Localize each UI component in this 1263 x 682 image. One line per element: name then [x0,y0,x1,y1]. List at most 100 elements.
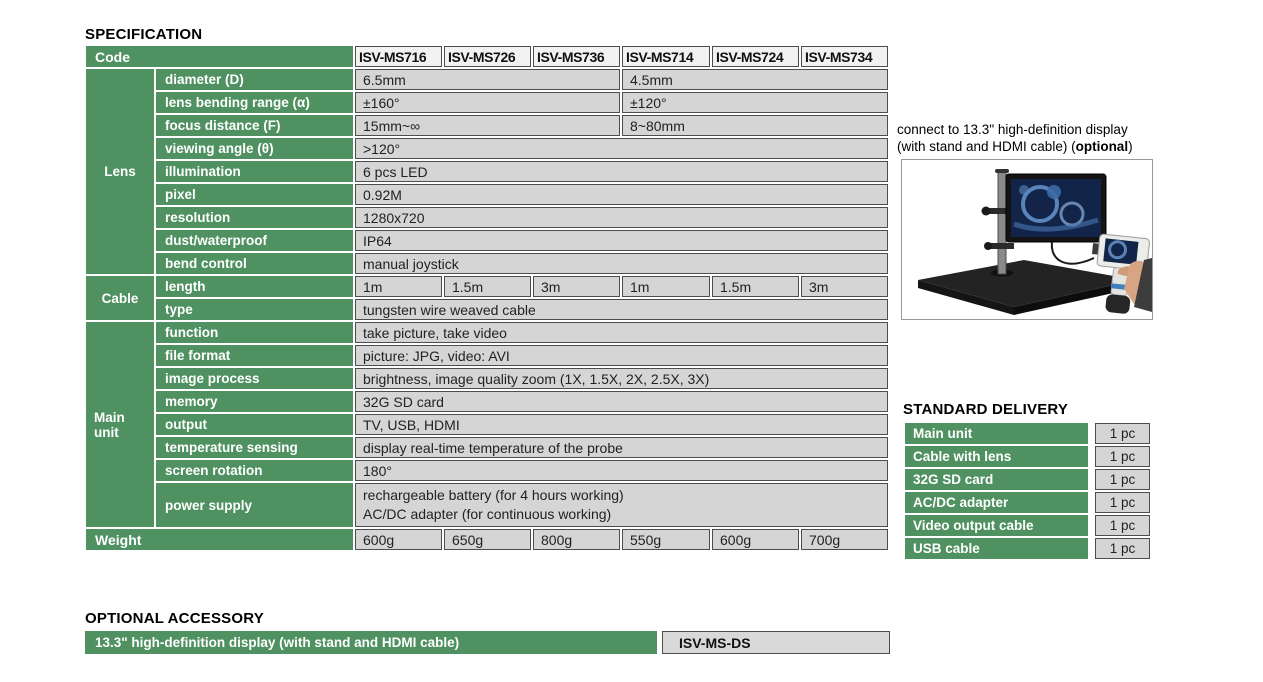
cell-value: 3m [533,276,620,297]
delivery-item-name: USB cable [905,538,1088,559]
spec-row-focus-distance: focus distance (F) 15mm~∞ 8~80mm [86,115,888,136]
cell-value: tungsten wire weaved cable [355,299,888,320]
spec-row-memory: memory 32G SD card [86,391,888,412]
model-code: ISV-MS726 [444,46,531,67]
display-note: connect to 13.3" high-definition display… [897,121,1197,155]
cell-value: 1.5m [444,276,531,297]
cell-value: 1.5m [712,276,799,297]
delivery-row: AC/DC adapter 1 pc [905,492,1150,513]
spec-row-temperature-sensing: temperature sensing display real-time te… [86,437,888,458]
display-note-line1: connect to 13.3" high-definition display [897,122,1128,137]
spec-row-screen-rotation: screen rotation 180° [86,460,888,481]
model-code: ISV-MS714 [622,46,710,67]
optional-accessory-code: ISV-MS-DS [662,631,890,654]
delivery-item-name: Video output cable [905,515,1088,536]
cell-value: 650g [444,529,531,550]
delivery-row: USB cable 1 pc [905,538,1150,559]
delivery-item-qty: 1 pc [1095,492,1150,513]
spec-row-resolution: resolution 1280x720 [86,207,888,228]
delivery-row: Main unit 1 pc [905,423,1150,444]
category-cable: Cable [86,276,154,320]
category-main-unit: Main unit [86,322,154,527]
specification-heading: SPECIFICATION [85,26,203,43]
cell-value: 32G SD card [355,391,888,412]
row-label: image process [156,368,353,389]
display-monitor [1005,173,1107,243]
cell-value: 6 pcs LED [355,161,888,182]
spec-row-bend-control: bend control manual joystick [86,253,888,274]
spec-row-cable-type: type tungsten wire weaved cable [86,299,888,320]
optional-accessory-row: 13.3" high-definition display (with stan… [85,631,890,654]
spec-row-image-process: image process brightness, image quality … [86,368,888,389]
sleeve [1134,258,1152,312]
cell-value: 800g [533,529,620,550]
spec-row-function: Main unit function take picture, take vi… [86,322,888,527]
delivery-item-qty: 1 pc [1095,446,1150,467]
code-row: Code ISV-MS716 ISV-MS726 ISV-MS736 ISV-M… [86,46,888,67]
delivery-item-name: AC/DC adapter [905,492,1088,513]
spec-row-bending-range: lens bending range (α) ±160° ±120° [86,92,888,113]
delivery-row: 32G SD card 1 pc [905,469,1150,490]
cell-value: IP64 [355,230,888,251]
row-label: power supply [156,483,353,527]
category-weight: Weight [86,529,353,550]
row-label: output [156,414,353,435]
cell-value: take picture, take video [355,322,888,343]
row-label: memory [156,391,353,412]
cell-value: ±120° [622,92,888,113]
delivery-row: Cable with lens 1 pc [905,446,1150,467]
standard-delivery-table: Main unit 1 pc Cable with lens 1 pc 32G … [905,423,1150,561]
row-label: dust/waterproof [156,230,353,251]
delivery-item-qty: 1 pc [1095,515,1150,536]
hdmi-cable [1050,241,1095,265]
optional-accessory-heading: OPTIONAL ACCESSORY [85,610,264,627]
cell-value: 0.92M [355,184,888,205]
cell-value: >120° [355,138,888,159]
row-label: resolution [156,207,353,228]
spec-row-diameter: Lens diameter (D) 6.5mm 4.5mm [86,69,888,274]
row-label: screen rotation [156,460,353,481]
cell-value: TV, USB, HDMI [355,414,888,435]
delivery-item-qty: 1 pc [1095,469,1150,490]
product-illustration [918,169,1152,315]
row-label: file format [156,345,353,366]
row-label: lens bending range (α) [156,92,353,113]
cell-value: 550g [622,529,710,550]
power-supply-line1: rechargeable battery (for 4 hours workin… [363,487,624,503]
cell-value: display real-time temperature of the pro… [355,437,888,458]
spec-row-file-format: file format picture: JPG, video: AVI [86,345,888,366]
cell-value: picture: JPG, video: AVI [355,345,888,366]
model-code: ISV-MS716 [355,46,442,67]
category-lens: Lens [86,69,154,274]
row-label: type [156,299,353,320]
delivery-row: Video output cable 1 pc [905,515,1150,536]
row-label: pixel [156,184,353,205]
optional-accessory-name: 13.3" high-definition display (with stan… [85,631,657,654]
cell-value: 1m [355,276,442,297]
cell-value: 6.5mm [355,69,620,90]
code-label-cell: Code [86,46,353,67]
standard-delivery-heading: STANDARD DELIVERY [903,401,1069,418]
delivery-item-name: Main unit [905,423,1088,444]
spec-row-dust-waterproof: dust/waterproof IP64 [86,230,888,251]
row-label: viewing angle (θ) [156,138,353,159]
spec-row-pixel: pixel 0.92M [86,184,888,205]
stand-base [918,260,1136,315]
spec-row-power-supply: power supply rechargeable battery (for 4… [86,483,888,527]
delivery-item-name: Cable with lens [905,446,1088,467]
cell-value: 700g [801,529,888,550]
row-label: length [156,276,353,297]
cell-value: 4.5mm [622,69,888,90]
cell-value: 600g [355,529,442,550]
row-label: illumination [156,161,353,182]
row-label: diameter (D) [156,69,353,90]
row-label: function [156,322,353,343]
cell-value: 600g [712,529,799,550]
delivery-item-qty: 1 pc [1095,538,1150,559]
row-label: focus distance (F) [156,115,353,136]
specification-table: Code ISV-MS716 ISV-MS726 ISV-MS736 ISV-M… [84,44,890,552]
cell-value: 180° [355,460,888,481]
delivery-item-name: 32G SD card [905,469,1088,490]
cell-value: brightness, image quality zoom (1X, 1.5X… [355,368,888,389]
cell-value: ±160° [355,92,620,113]
